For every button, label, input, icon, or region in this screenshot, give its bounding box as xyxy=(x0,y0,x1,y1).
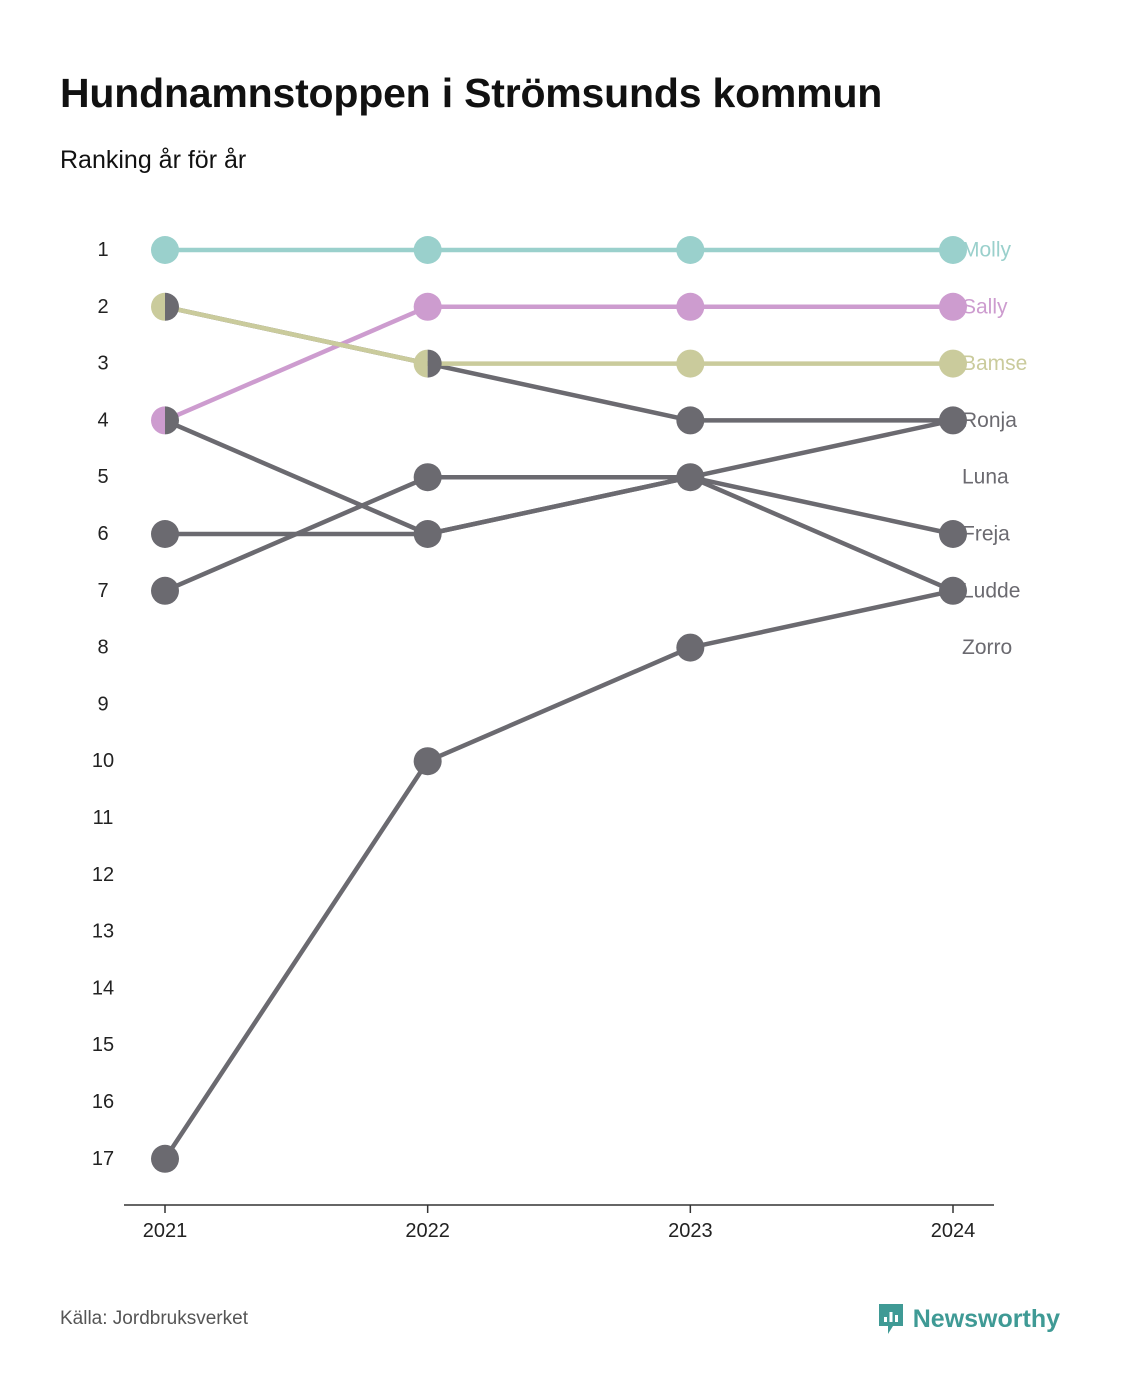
y-tick-label: 13 xyxy=(92,921,114,943)
y-tick-label: 10 xyxy=(92,750,114,772)
data-point-split-left xyxy=(413,349,428,378)
y-tick-label: 12 xyxy=(92,864,114,886)
x-tick-label: 2021 xyxy=(143,1220,188,1242)
data-point xyxy=(151,1144,179,1173)
data-point xyxy=(676,406,705,435)
series-label-luna: Luna xyxy=(962,466,1009,489)
y-tick-label: 17 xyxy=(92,1148,114,1170)
series-lines-gray xyxy=(162,304,956,1162)
data-point xyxy=(676,633,705,662)
x-tick-label: 2023 xyxy=(668,1220,713,1242)
data-point xyxy=(151,520,179,548)
data-point-split-right xyxy=(165,406,180,435)
data-point-split-right xyxy=(427,349,442,378)
data-point xyxy=(939,576,967,605)
series-points xyxy=(151,236,967,1173)
brand-name: Newsworthy xyxy=(912,1304,1060,1333)
series-line-sally xyxy=(162,304,956,423)
series-line xyxy=(162,474,956,594)
data-point xyxy=(413,292,442,321)
y-tick-label: 3 xyxy=(97,353,108,375)
x-tick-label: 2022 xyxy=(405,1220,450,1242)
series-line-ronja xyxy=(162,588,956,1162)
data-point-split-left xyxy=(151,406,165,435)
y-tick-label: 4 xyxy=(97,409,108,431)
y-tick-label: 5 xyxy=(97,466,108,488)
data-point xyxy=(676,463,705,492)
data-point xyxy=(151,576,179,605)
data-point xyxy=(939,520,967,548)
series-label-molly: Molly xyxy=(962,239,1012,262)
data-point-split-right xyxy=(165,292,180,321)
brand-logo[interactable]: Newsworthy xyxy=(877,1302,1060,1336)
data-point xyxy=(413,520,442,548)
y-tick-label: 14 xyxy=(92,977,114,999)
data-point xyxy=(939,349,967,378)
series-labels: Molly Sally Bamse Ronja Luna Freja Ludde Zorro xyxy=(962,239,1027,660)
data-point xyxy=(676,236,705,264)
series-line-bamse xyxy=(162,304,956,366)
source-note: Källa: Jordbruksverket xyxy=(60,1308,248,1329)
series-line-ludde xyxy=(162,418,956,594)
data-point xyxy=(413,747,442,776)
data-point xyxy=(939,236,967,264)
series-label-zorro: Zorro xyxy=(962,636,1012,659)
data-point xyxy=(939,406,967,435)
x-tick-label: 2024 xyxy=(931,1220,976,1242)
y-tick-label: 2 xyxy=(97,296,108,318)
y-tick-label: 1 xyxy=(97,239,108,261)
series-label-sally: Sally xyxy=(962,295,1008,318)
series-label-ronja: Ronja xyxy=(962,409,1017,432)
data-point xyxy=(676,292,705,321)
series-lines-colored xyxy=(162,247,956,423)
series-label-bamse: Bamse xyxy=(962,352,1027,375)
data-point xyxy=(939,292,967,321)
y-tick-label: 8 xyxy=(97,637,108,659)
y-tick-label: 11 xyxy=(93,807,114,829)
data-point xyxy=(676,349,705,378)
data-point-split-left xyxy=(151,292,165,321)
data-point xyxy=(413,236,442,264)
data-point xyxy=(151,236,179,264)
data-point xyxy=(413,463,442,492)
y-tick-label: 6 xyxy=(97,523,108,545)
y-tick-label: 15 xyxy=(92,1034,114,1056)
series-label-ludde: Ludde xyxy=(962,579,1020,602)
newsworthy-logo-icon xyxy=(878,1304,903,1334)
y-tick-label: 9 xyxy=(97,693,108,715)
y-tick-label: 7 xyxy=(97,580,108,602)
y-tick-label: 16 xyxy=(92,1091,114,1113)
chart-title: Hundnamnstoppen i Strömsunds kommun xyxy=(60,70,883,116)
chart-subtitle: Ranking år för år xyxy=(60,146,247,174)
x-axis: 2021 2022 2023 2024 xyxy=(124,1204,994,1242)
series-label-freja: Freja xyxy=(962,523,1010,546)
